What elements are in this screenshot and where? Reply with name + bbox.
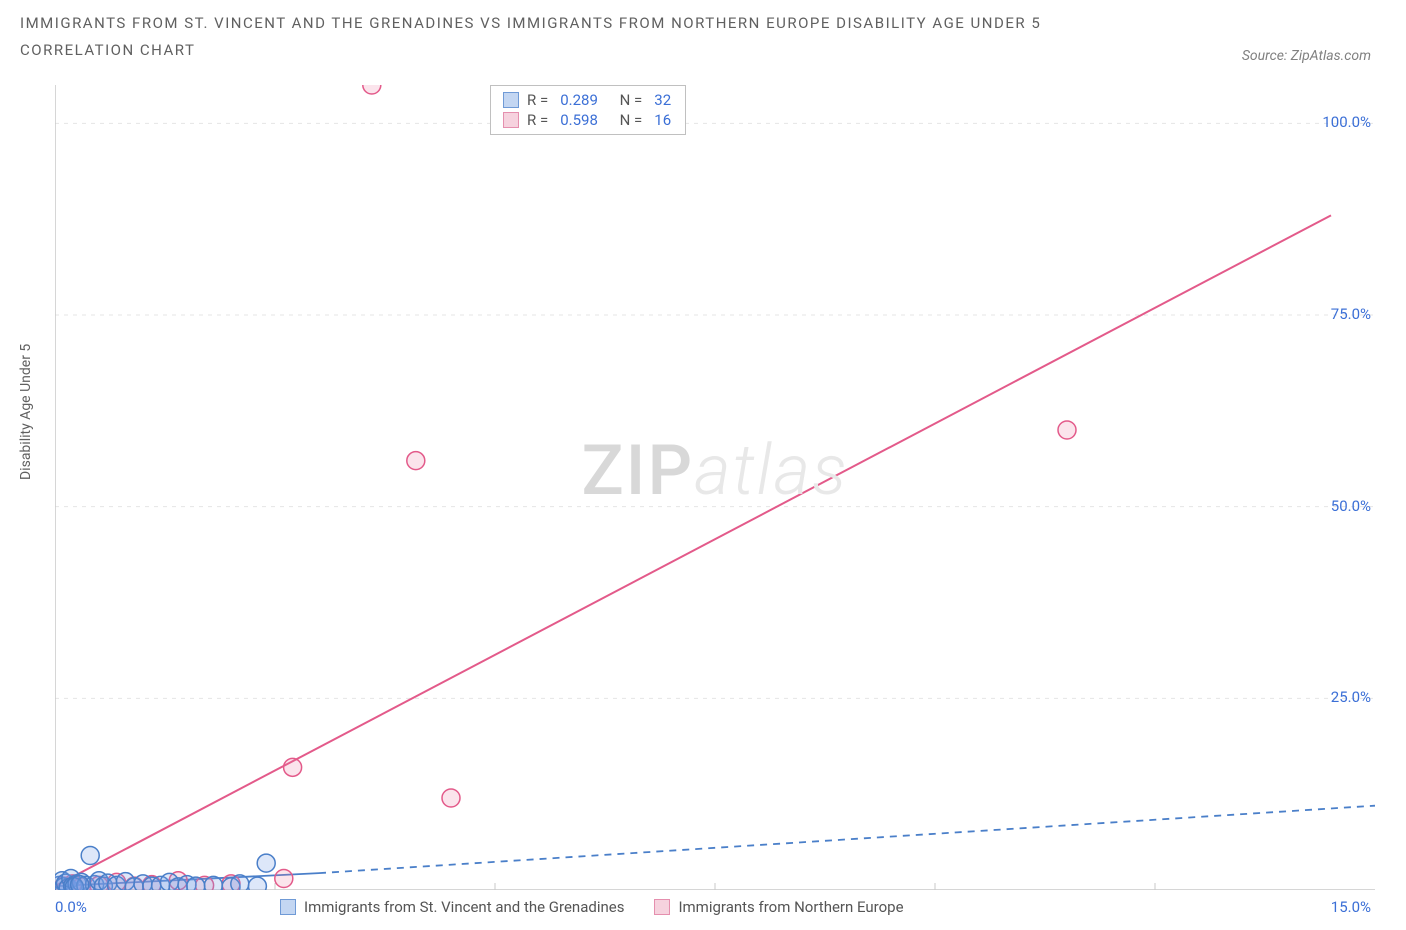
stat-n-value-1: 32	[654, 91, 671, 109]
legend-item-series2: Immigrants from Northern Europe	[654, 898, 903, 916]
y-axis-label: Disability Age Under 5	[18, 344, 34, 480]
x-axis-max-label: 15.0%	[1331, 898, 1371, 916]
y-tick-label: 100.0%	[1322, 113, 1371, 131]
scatter-plot-svg	[55, 85, 1375, 890]
chart-plot-area: ZIPatlas	[55, 85, 1375, 890]
legend-swatch-series1	[280, 899, 296, 915]
swatch-series2	[503, 112, 519, 128]
legend-label-series2: Immigrants from Northern Europe	[678, 898, 903, 916]
stats-row-series2: R = 0.598 N = 16	[503, 110, 673, 130]
chart-title-line2: CORRELATION CHART	[20, 37, 1386, 64]
legend-swatch-series2	[654, 899, 670, 915]
correlation-stats-box: R = 0.289 N = 32 R = 0.598 N = 16	[490, 85, 686, 135]
legend-item-series1: Immigrants from St. Vincent and the Gren…	[280, 898, 624, 916]
chart-title-line1: IMMIGRANTS FROM ST. VINCENT AND THE GREN…	[20, 10, 1386, 37]
chart-title-block: IMMIGRANTS FROM ST. VINCENT AND THE GREN…	[0, 0, 1406, 64]
legend-bottom: Immigrants from St. Vincent and the Gren…	[280, 898, 904, 916]
stat-r-label-2: R =	[527, 111, 548, 129]
stat-n-label-2: N =	[620, 111, 643, 129]
y-tick-label: 75.0%	[1331, 305, 1371, 323]
y-tick-label: 50.0%	[1331, 497, 1371, 515]
stat-r-value-2: 0.598	[560, 111, 598, 129]
stat-n-label-1: N =	[620, 91, 643, 109]
y-tick-label: 25.0%	[1331, 688, 1371, 706]
stat-r-value-1: 0.289	[560, 91, 598, 109]
stats-row-series1: R = 0.289 N = 32	[503, 90, 673, 110]
x-axis-min-label: 0.0%	[55, 898, 87, 916]
stat-n-value-2: 16	[654, 111, 671, 129]
swatch-series1	[503, 92, 519, 108]
source-credit: Source: ZipAtlas.com	[1242, 48, 1371, 64]
stat-r-label-1: R =	[527, 91, 548, 109]
legend-label-series1: Immigrants from St. Vincent and the Gren…	[304, 898, 624, 916]
